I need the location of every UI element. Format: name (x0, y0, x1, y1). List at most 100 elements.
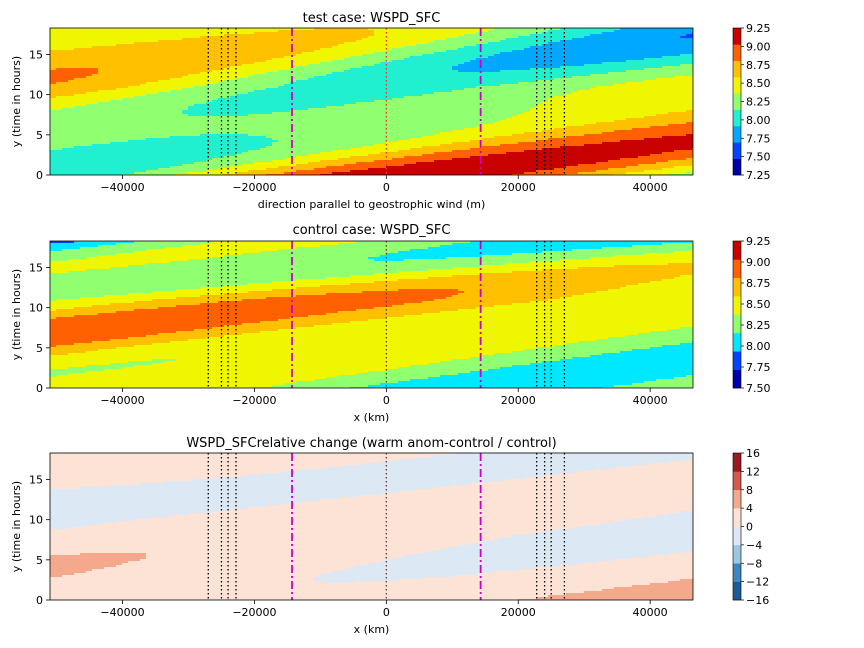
x-tick-label: −40000 (100, 394, 144, 407)
colorbar-segment (733, 28, 741, 45)
x-tick-label: 0 (383, 606, 390, 619)
colorbar-segment (733, 314, 741, 334)
colorbar-3: −16 −12 −8 −4 0 4 8 12 16 (732, 447, 769, 607)
colorbar-tick-label: −8 (746, 557, 762, 570)
x-tick-label: 0 (383, 394, 390, 407)
colorbar-tick-label: 7.50 (746, 382, 771, 395)
x-tick-label: −20000 (232, 394, 276, 407)
y-axis-label: y (time in hours) (10, 56, 23, 147)
x-axis-label: direction parallel to geostrophic wind (… (258, 198, 486, 211)
colorbar-tick-label: −12 (746, 576, 769, 589)
field-1 (50, 28, 693, 175)
colorbar-segment (733, 563, 741, 582)
colorbar-tick-label: 8.50 (746, 298, 771, 311)
colorbar-segment (733, 93, 741, 110)
colorbar-tick-label: 8.00 (746, 340, 771, 353)
y-tick-label: 5 (36, 342, 43, 355)
colorbar-tick-label: 0 (746, 521, 753, 534)
panel-3: −40000 −20000 0 20000 40000 0 5 10 15 WSPD_SFCrel… (10, 436, 769, 636)
colorbar-tick-label: 9.25 (746, 22, 771, 35)
colorbar-tick-label: 8.75 (746, 277, 771, 290)
colorbar-segment (733, 60, 741, 78)
chart-title: test case: WSPD_SFC (303, 11, 441, 26)
chart-title: WSPD_SFCrelative change (warm anom-contr… (186, 436, 556, 451)
colorbar-2: 7.50 7.75 8.00 8.25 8.50 8.75 9.00 9.25 (732, 235, 771, 395)
colorbar-tick-label: 9.00 (746, 40, 771, 53)
y-tick-label: 10 (29, 514, 43, 527)
colorbar-segment (733, 126, 741, 143)
colorbar-tick-label: 8 (746, 484, 753, 497)
colorbar-segment (733, 109, 741, 127)
colorbar-segment (733, 241, 741, 260)
colorbar-segment (733, 259, 741, 279)
panel-1: −40000 −20000 0 20000 40000 0 5 10 15 test case: … (10, 11, 771, 211)
colorbar-tick-label: 12 (746, 465, 760, 478)
axes-frame-1 (49, 27, 694, 176)
colorbar-tick-label: 8.25 (746, 319, 771, 332)
colorbar-segment (733, 489, 741, 509)
axes-frame-3 (49, 452, 694, 601)
x-tick-label: −40000 (100, 181, 144, 194)
y-tick-label: 0 (36, 382, 43, 395)
x-tick-label: 20000 (501, 394, 536, 407)
colorbar-tick-label: −16 (746, 594, 769, 607)
colorbar-segment (733, 158, 741, 176)
colorbar-segment (733, 351, 741, 370)
y-tick-label: 5 (36, 129, 43, 142)
colorbar-tick-label: 4 (746, 502, 753, 515)
colorbar-segment (733, 44, 741, 61)
axes-frame-2 (49, 240, 694, 389)
x-tick-label: −20000 (232, 181, 276, 194)
colorbar-tick-label: 8.50 (746, 77, 771, 90)
colorbar-segment (733, 296, 741, 315)
colorbar-tick-label: 8.00 (746, 114, 771, 127)
x-tick-label: −40000 (100, 606, 144, 619)
y-tick-label: 5 (36, 554, 43, 567)
colorbar-segment (733, 453, 741, 472)
x-tick-label: 40000 (633, 606, 668, 619)
field-2 (50, 241, 693, 388)
y-tick-label: 0 (36, 169, 43, 182)
colorbar-tick-label: 7.25 (746, 169, 771, 182)
x-tick-label: 40000 (633, 181, 668, 194)
x-axis-label: x (km) (354, 623, 390, 636)
colorbar-segment (733, 471, 741, 491)
x-tick-label: 20000 (501, 606, 536, 619)
colorbar-segment (733, 142, 741, 159)
colorbar-tick-label: 7.75 (746, 132, 771, 145)
y-tick-label: 15 (29, 474, 43, 487)
y-axis-label: y (time in hours) (10, 269, 23, 360)
colorbar-segment (733, 332, 741, 352)
y-tick-label: 0 (36, 594, 43, 607)
colorbar-tick-label: −4 (746, 539, 762, 552)
x-tick-label: 20000 (501, 181, 536, 194)
colorbar-segment (733, 526, 741, 546)
colorbar-tick-label: 7.75 (746, 361, 771, 374)
colorbar-1: 7.25 7.50 7.75 8.00 8.25 8.50 8.75 9.00 9.25 (732, 22, 771, 182)
colorbar-segment (733, 77, 741, 94)
panel-2: −40000 −20000 0 20000 40000 0 5 10 15 control cas… (10, 223, 771, 424)
y-tick-label: 15 (29, 262, 43, 275)
x-tick-label: 0 (383, 181, 390, 194)
colorbar-segment (733, 544, 741, 564)
colorbar-tick-label: 16 (746, 447, 760, 460)
chart-title: control case: WSPD_SFC (293, 223, 451, 238)
x-axis-label: x (km) (354, 411, 390, 424)
y-tick-label: 10 (29, 89, 43, 102)
colorbar-segment (733, 581, 741, 601)
colorbar-tick-label: 8.75 (746, 59, 771, 72)
colorbar-segment (733, 508, 741, 527)
y-tick-label: 15 (29, 49, 43, 62)
colorbar-tick-label: 9.00 (746, 256, 771, 269)
colorbar-segment (733, 369, 741, 389)
colorbar-tick-label: 7.50 (746, 151, 771, 164)
x-tick-label: 40000 (633, 394, 668, 407)
y-tick-label: 10 (29, 302, 43, 315)
field-3 (50, 453, 693, 600)
x-tick-label: −20000 (232, 606, 276, 619)
colorbar-tick-label: 9.25 (746, 235, 771, 248)
colorbar-segment (733, 277, 741, 297)
colorbar-tick-label: 8.25 (746, 96, 771, 109)
y-axis-label: y (time in hours) (10, 481, 23, 572)
